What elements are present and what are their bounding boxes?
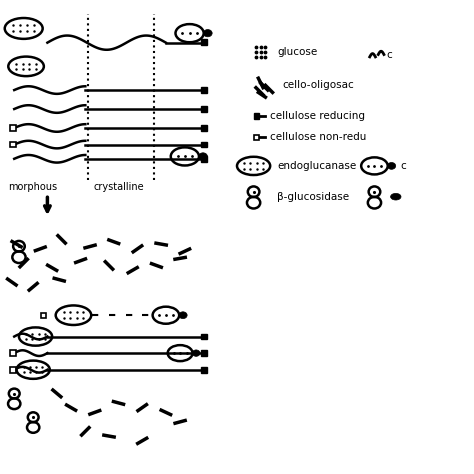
Text: β-glucosidase: β-glucosidase bbox=[277, 191, 349, 202]
Text: cellulose reducing: cellulose reducing bbox=[270, 111, 365, 121]
Bar bbox=[201, 106, 207, 112]
Bar bbox=[201, 39, 207, 45]
Text: crystalline: crystalline bbox=[93, 182, 144, 191]
Text: glucose: glucose bbox=[277, 47, 318, 57]
Text: c: c bbox=[386, 49, 392, 60]
Text: endoglucanase: endoglucanase bbox=[277, 161, 356, 171]
Bar bbox=[201, 142, 207, 147]
Ellipse shape bbox=[179, 312, 187, 319]
Text: morphous: morphous bbox=[9, 182, 58, 191]
Bar bbox=[201, 125, 207, 131]
Ellipse shape bbox=[391, 193, 401, 200]
Bar bbox=[201, 156, 207, 162]
Bar bbox=[201, 87, 207, 93]
Bar bbox=[201, 350, 207, 356]
Bar bbox=[254, 135, 259, 140]
Bar bbox=[201, 334, 207, 339]
Ellipse shape bbox=[203, 29, 212, 37]
Bar bbox=[201, 367, 207, 373]
Text: cello-oligosac: cello-oligosac bbox=[282, 80, 354, 91]
Bar bbox=[41, 313, 46, 318]
Ellipse shape bbox=[192, 350, 200, 356]
Bar bbox=[10, 142, 16, 147]
Bar bbox=[10, 367, 16, 373]
Text: c: c bbox=[401, 161, 406, 171]
Bar bbox=[10, 350, 16, 356]
Text: cellulose non-redu: cellulose non-redu bbox=[270, 132, 366, 143]
Ellipse shape bbox=[199, 153, 208, 160]
Ellipse shape bbox=[387, 163, 396, 169]
Bar bbox=[254, 113, 259, 119]
Bar bbox=[10, 125, 16, 131]
